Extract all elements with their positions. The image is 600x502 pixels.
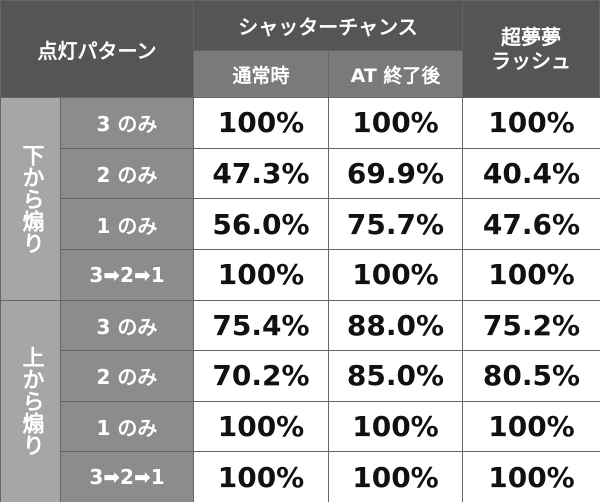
value-cell: 47.3% [193, 147, 329, 200]
rush-header: 超夢夢 ラッシュ [462, 0, 600, 98]
pattern-cell: 2 のみ [60, 350, 194, 402]
value-cell: 69.9% [328, 147, 463, 200]
rush-line: 超夢夢 [501, 25, 561, 49]
pattern-header: 点灯パターン [0, 0, 194, 98]
value-cell: 56.0% [193, 198, 329, 250]
value-cell: 100% [328, 400, 463, 453]
value-cell: 100% [193, 97, 329, 149]
value-cell: 100% [462, 248, 600, 301]
value-cell: 100% [193, 451, 329, 502]
pattern-cell: 2 のみ [60, 147, 194, 200]
value-cell: 75.7% [328, 198, 463, 250]
pattern-cell: 1 のみ [60, 400, 194, 453]
value-cell: 100% [193, 248, 329, 301]
column-header: 通常時 [193, 50, 329, 98]
rush-line: ラッシュ [491, 49, 571, 73]
pattern-cell: 3➡2➡1 [60, 248, 194, 301]
column-header: AT 終了後 [328, 50, 463, 98]
group-label: 上から煽り [0, 299, 61, 502]
value-cell: 40.4% [462, 147, 600, 200]
value-cell: 75.4% [193, 299, 329, 352]
value-cell: 85.0% [328, 350, 463, 402]
pattern-cell: 1 のみ [60, 198, 194, 250]
value-cell: 80.5% [462, 350, 600, 402]
pattern-cell: 3 のみ [60, 299, 194, 352]
group-label: 下から煽り [0, 97, 61, 301]
value-cell: 75.2% [462, 299, 600, 352]
value-cell: 100% [328, 451, 463, 502]
value-cell: 100% [462, 451, 600, 502]
pattern-cell: 3➡2➡1 [60, 451, 194, 502]
value-cell: 100% [193, 400, 329, 453]
value-cell: 88.0% [328, 299, 463, 352]
value-cell: 100% [328, 248, 463, 301]
group-header: シャッターチャンス [193, 0, 463, 51]
value-cell: 100% [462, 97, 600, 149]
value-cell: 70.2% [193, 350, 329, 402]
pattern-cell: 3 のみ [60, 97, 194, 149]
value-cell: 100% [328, 97, 463, 149]
value-cell: 47.6% [462, 198, 600, 250]
value-cell: 100% [462, 400, 600, 453]
